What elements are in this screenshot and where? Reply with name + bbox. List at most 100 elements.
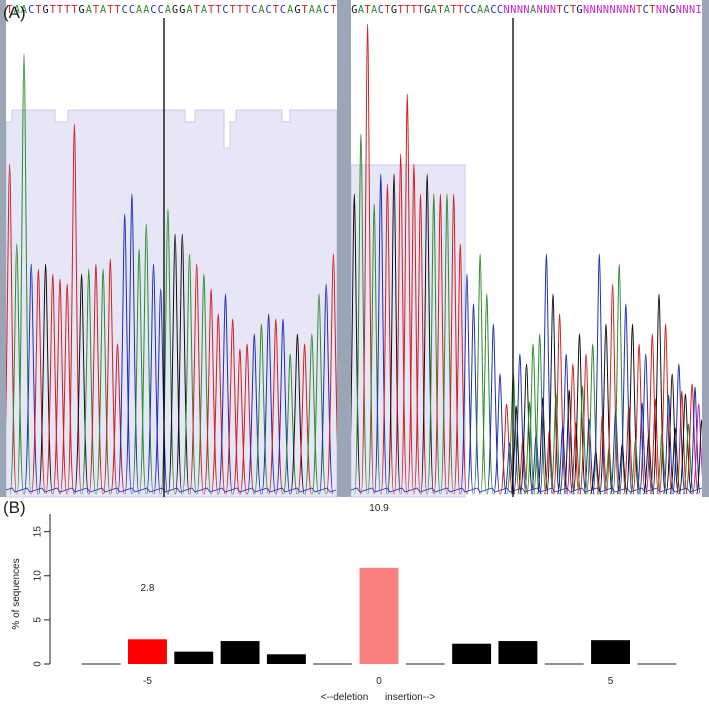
base-call: T: [457, 5, 463, 16]
left-quality-shade: [5, 109, 338, 498]
trace-peak: [282, 353, 298, 495]
trace-peak: [95, 268, 111, 495]
base-call: T: [215, 5, 221, 16]
base-call: T: [50, 5, 56, 16]
base-call: A: [484, 5, 490, 16]
trace-peak: [499, 403, 514, 495]
trace-peak: [239, 343, 255, 495]
trace-peak: [131, 248, 147, 495]
base-call: T: [404, 5, 410, 16]
base-call: C: [470, 5, 476, 16]
base-call: C: [323, 5, 329, 16]
trace-baseline: [350, 487, 703, 493]
left-trace-group: [2, 53, 341, 495]
base-call: C: [150, 5, 156, 16]
trace-secondary-peak: [636, 402, 648, 495]
trace-peak: [31, 268, 46, 495]
base-call: A: [14, 5, 20, 16]
base-call: N: [682, 5, 688, 16]
base-call: C: [280, 5, 286, 16]
base-call: G: [79, 5, 85, 16]
base-call: T: [365, 5, 371, 16]
left-frame-border-right: [337, 0, 344, 497]
base-call: T: [417, 5, 423, 16]
trace-peak: [367, 203, 381, 495]
y-tick-label: 10: [33, 570, 44, 582]
base-call: T: [71, 5, 77, 16]
trace-peak: [88, 263, 104, 495]
base-call: T: [230, 5, 236, 16]
trace-secondary-peak: [676, 390, 688, 495]
trace-peak: [81, 268, 97, 495]
base-call: T: [273, 5, 279, 16]
base-call: C: [497, 5, 503, 16]
trace-peak: [619, 303, 633, 495]
base-call: T: [35, 5, 41, 16]
base-call: A: [21, 5, 27, 16]
trace-peak: [546, 293, 560, 495]
bar: [452, 643, 492, 664]
base-call: A: [86, 5, 92, 16]
trace-peak: [232, 348, 248, 495]
base-call: C: [464, 5, 470, 16]
base-call: T: [194, 5, 200, 16]
trace-peak: [427, 193, 441, 495]
x-tick-label: 5: [608, 676, 614, 687]
base-call: T: [636, 5, 642, 16]
base-call: N: [616, 5, 622, 16]
base-call: G: [179, 5, 185, 16]
bar: [359, 567, 399, 664]
base-call: C: [378, 5, 384, 16]
base-call: G: [391, 5, 397, 16]
y-tick-label: 15: [33, 526, 44, 538]
base-call: C: [222, 5, 228, 16]
trace-peak: [579, 353, 593, 495]
base-call: A: [287, 5, 293, 16]
base-call: N: [676, 5, 682, 16]
trace-secondary-peak: [583, 418, 595, 495]
bars-group: [81, 567, 677, 665]
base-call: C: [266, 5, 272, 16]
trace-peak: [387, 173, 401, 495]
base-call: G: [43, 5, 49, 16]
trace-peak: [354, 133, 368, 495]
base-call: A: [136, 5, 142, 16]
base-call: A: [201, 5, 207, 16]
panel-label-a: (A): [3, 3, 26, 22]
base-call: T: [451, 5, 457, 16]
base-call: G: [669, 5, 675, 16]
base-call: C: [158, 5, 164, 16]
base-call: N: [510, 5, 516, 16]
base-call: G: [294, 5, 300, 16]
trace-peak: [318, 283, 334, 495]
base-call: T: [570, 5, 576, 16]
trace-peak: [38, 263, 53, 495]
base-call: N: [663, 5, 669, 16]
trace-peak: [380, 183, 395, 495]
trace-peak: [678, 393, 693, 495]
trace-peak: [74, 273, 89, 495]
trace-peak: [513, 353, 527, 495]
base-call: N: [656, 5, 662, 16]
trace-peak: [146, 263, 161, 495]
base-call: G: [172, 5, 178, 16]
base-call: N: [596, 5, 602, 16]
base-call: T: [237, 5, 243, 16]
base-call: N: [689, 5, 695, 16]
trace-peak: [110, 343, 125, 495]
trace-peak: [210, 313, 226, 495]
base-call: A: [371, 5, 377, 16]
trace-peak: [117, 213, 133, 495]
trace-peak: [625, 323, 640, 495]
trace-peak: [519, 363, 534, 495]
trace-peak: [261, 313, 276, 495]
trace-peak: [45, 273, 61, 495]
base-call: N: [550, 5, 556, 16]
trace-peak: [566, 363, 580, 495]
base-call: A: [444, 5, 450, 16]
trace-peak: [413, 193, 428, 495]
base-call: T: [302, 5, 308, 16]
x-axis-label: <--deletion insertion-->: [321, 692, 436, 703]
base-call: T: [384, 5, 390, 16]
